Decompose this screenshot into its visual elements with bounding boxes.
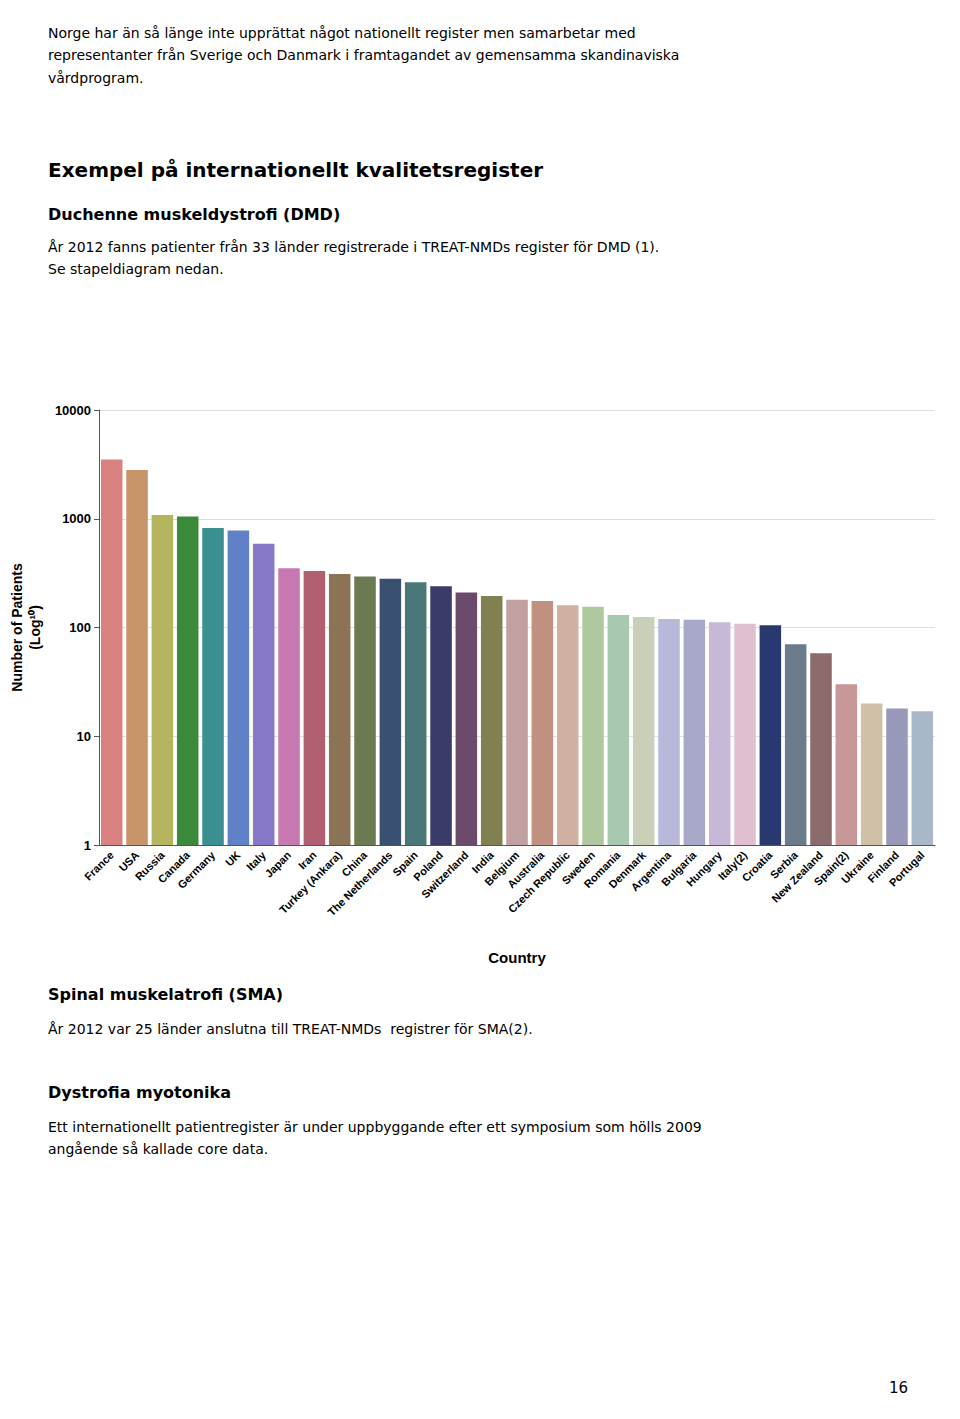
svg-text:Russia: Russia [132, 848, 167, 883]
svg-text:Belgium: Belgium [482, 848, 522, 888]
html-text:Spinal muskelatrofi (SMA): Spinal muskelatrofi (SMA) [48, 985, 283, 1004]
svg-text:Italy(2): Italy(2) [715, 848, 750, 883]
svg-text:New Zealand: New Zealand [769, 848, 826, 905]
html-text:Duchenne muskeldystrofi (DMD): Duchenne muskeldystrofi (DMD) [48, 205, 341, 224]
html-text:Exempel på internationellt kva: Exempel på internationellt kvalitetsregi… [48, 158, 544, 182]
html-text:År 2012 fanns patienter från 3: År 2012 fanns patienter från 33 länder r… [48, 239, 660, 278]
svg-text:Germany: Germany [175, 848, 218, 891]
svg-text:France: France [82, 849, 116, 883]
svg-text:UK: UK [223, 849, 243, 869]
svg-text:Country: Country [488, 949, 546, 966]
svg-text:10: 10 [77, 729, 91, 744]
svg-text:1: 1 [84, 838, 91, 853]
svg-text:(Log¹⁰): (Log¹⁰) [27, 605, 43, 650]
svg-text:Sweden: Sweden [559, 848, 598, 887]
svg-text:Spain: Spain [390, 848, 420, 879]
svg-text:Serbia: Serbia [767, 848, 800, 881]
html-text:År 2012 var 25 länder anslutna: År 2012 var 25 länder anslutna till TREA… [48, 1021, 533, 1037]
svg-text:Number of Patients: Number of Patients [9, 563, 25, 692]
html-text:Norge har än så länge inte upp: Norge har än så länge inte upprättat någ… [48, 25, 680, 86]
html-text:Dystrofia myotonika: Dystrofia myotonika [48, 1083, 231, 1102]
svg-text:India: India [469, 848, 496, 876]
svg-text:100: 100 [69, 620, 91, 635]
svg-text:Czech Republic: Czech Republic [505, 848, 572, 916]
svg-text:The Netherlands: The Netherlands [325, 849, 394, 918]
svg-text:Hungary: Hungary [684, 848, 725, 889]
svg-text:Italy: Italy [243, 848, 268, 873]
svg-text:Romania: Romania [581, 848, 623, 890]
svg-text:Argentina: Argentina [628, 848, 674, 894]
svg-text:Bulgaria: Bulgaria [659, 848, 699, 889]
svg-text:Denmark: Denmark [606, 848, 648, 891]
svg-text:Ukraine: Ukraine [838, 848, 876, 886]
svg-text:Australia: Australia [504, 848, 547, 891]
svg-text:10000: 10000 [55, 403, 91, 418]
svg-text:Iran: Iran [295, 848, 319, 872]
html-text:16: 16 [888, 1379, 908, 1397]
svg-text:Switzerland: Switzerland [419, 849, 471, 901]
svg-text:USA: USA [116, 848, 142, 874]
html-text:Ett internationellt patientreg: Ett internationellt patientregister är u… [48, 1119, 702, 1158]
svg-text:China: China [339, 848, 370, 879]
svg-text:Croatia: Croatia [739, 848, 775, 884]
svg-text:Spain(2): Spain(2) [811, 848, 851, 888]
svg-text:Finland: Finland [865, 848, 902, 885]
svg-text:1000: 1000 [62, 511, 91, 526]
svg-text:Portugal: Portugal [887, 849, 927, 889]
svg-text:Poland: Poland [410, 848, 446, 884]
svg-text:Canada: Canada [155, 848, 192, 886]
svg-text:Turkey (Ankara): Turkey (Ankara) [276, 848, 344, 916]
svg-text:Japan: Japan [262, 849, 293, 880]
